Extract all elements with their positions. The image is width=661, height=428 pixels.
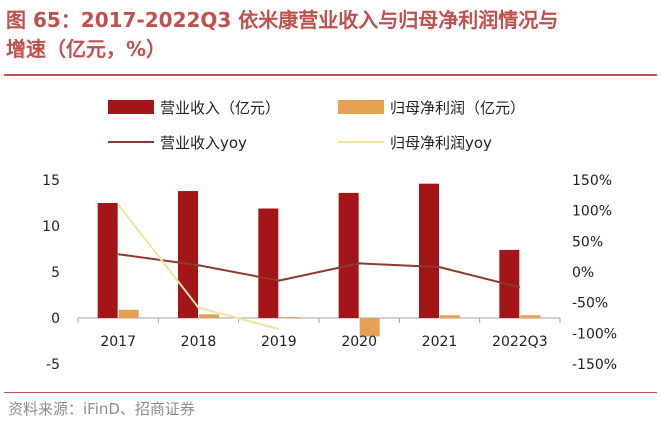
- source-note: 资料来源：iFinD、招商证券: [8, 400, 195, 418]
- revenue-yoy-line: [118, 253, 521, 289]
- profit-yoy-line: [117, 203, 280, 331]
- profit-bar: [359, 318, 380, 337]
- profit-bar: [279, 317, 300, 318]
- x-axis-category-label: 2021: [422, 334, 458, 350]
- left-axis-tick-label: 10: [42, 219, 60, 235]
- x-axis-category-label: 2018: [181, 334, 217, 350]
- legend-swatch: [338, 100, 384, 114]
- right-axis-tick-label: -150%: [572, 357, 617, 373]
- revenue-bar: [338, 192, 359, 318]
- legend-swatch: [108, 100, 154, 114]
- profit-bar: [440, 315, 460, 318]
- profit-bar: [199, 314, 219, 318]
- right-axis-tick-label: -100%: [572, 326, 617, 342]
- chart-title-line-2: 增速（亿元，%）: [6, 37, 167, 61]
- x-axis-category-label: 2019: [261, 334, 297, 350]
- chart-area: 15 10 5 0 -5 150% 100% 50% 0% -50% -100% -150% 2017 2…: [42, 99, 617, 373]
- legend-label: 归母净利润yoy: [390, 134, 492, 152]
- profit-bar: [520, 315, 541, 318]
- title-divider: [4, 74, 657, 76]
- right-axis-tick-label: 50%: [572, 234, 603, 250]
- source-divider: [4, 392, 657, 393]
- x-axis-category-label: 2020: [341, 334, 377, 350]
- x-axis-category-label: 2022Q3: [492, 334, 548, 350]
- x-axis-category-label: 2017: [100, 334, 136, 350]
- right-axis-tick-label: 150%: [572, 173, 612, 189]
- revenue-bar: [97, 203, 118, 318]
- chart-title: 图 65：2017-2022Q3 依米康营业收入与归母净利润情况与 增速（亿元，…: [6, 6, 656, 64]
- chart-title-line-1: 图 65：2017-2022Q3 依米康营业收入与归母净利润情况与: [6, 8, 559, 32]
- right-axis-tick-label: 100%: [572, 204, 612, 220]
- left-axis-tick-label: 0: [51, 311, 60, 327]
- right-axis-tick-label: 0%: [572, 265, 594, 281]
- left-axis-tick-label: 5: [51, 265, 60, 281]
- left-axis-tick-label: 15: [42, 173, 60, 189]
- revenue-bar: [178, 191, 198, 318]
- legend-label: 归母净利润（亿元）: [390, 99, 525, 117]
- chart-legend: 营业收入（亿元） 归母净利润（亿元） 营业收入yoy 归母净利润yoy: [108, 99, 525, 152]
- right-axis-tick-label: -50%: [572, 296, 608, 312]
- left-axis-tick-label: -5: [46, 357, 60, 373]
- revenue-bar: [258, 208, 279, 318]
- legend-label: 营业收入（亿元）: [160, 99, 280, 117]
- legend-label: 营业收入yoy: [160, 134, 247, 152]
- revenue-bar: [419, 183, 439, 318]
- profit-bar: [118, 309, 139, 318]
